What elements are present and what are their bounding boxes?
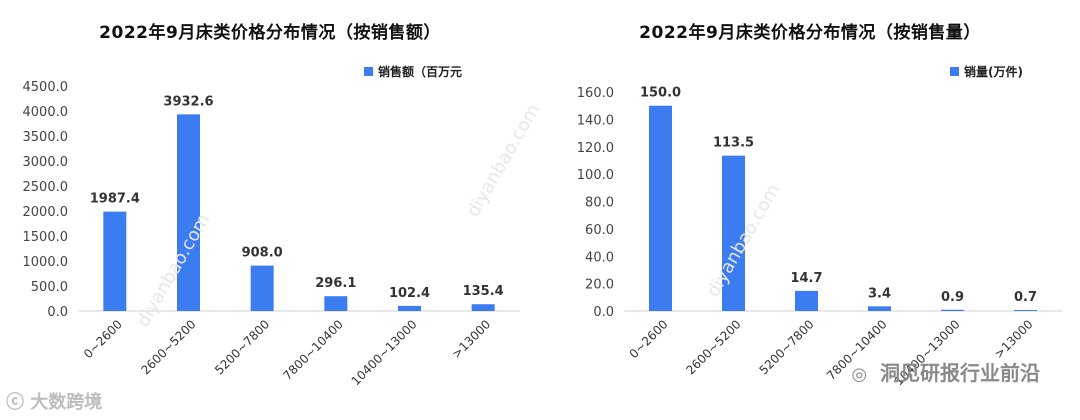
bar-5200~7800: [250, 265, 274, 311]
bar-7800~10400: [324, 296, 348, 311]
data-label: 135.4: [463, 284, 504, 299]
data-label: 102.4: [389, 286, 430, 301]
data-label: 14.7: [790, 271, 822, 286]
data-label: 908.0: [242, 246, 283, 261]
wechat-icon: ◎: [851, 364, 868, 385]
y-tick-label: 100.0: [577, 168, 614, 183]
data-label: 113.5: [713, 136, 754, 151]
y-tick-label: 3000.0: [23, 155, 69, 170]
x-tick-label: 2600~5200: [683, 317, 743, 377]
bar-7800~10400: [868, 306, 891, 311]
y-tick-label: 2000.0: [23, 205, 69, 220]
bar-0~2600: [103, 211, 127, 311]
x-tick-label: 0~2600: [81, 317, 125, 361]
bar->13000: [1014, 310, 1037, 311]
chart-title: 2022年9月床类价格分布情况（按销售量）: [639, 23, 981, 43]
y-tick-label: 0.0: [593, 305, 614, 320]
footer-brand-left: ⓒ 大数跨境: [6, 388, 102, 414]
data-label: 150.0: [640, 86, 681, 101]
y-tick-label: 2500.0: [23, 180, 69, 195]
bar-chart-sales-amount: 0.0 500.0 1000.0 1500.0 2000.0 2500.0 3000.0 35…: [23, 64, 520, 388]
x-tick-label: 2600~5200: [138, 317, 198, 377]
y-tick-label: 4500.0: [23, 80, 69, 95]
y-tick-label: 4000.0: [23, 105, 69, 120]
x-tick-label: >13000: [992, 317, 1036, 361]
data-label: 0.9: [941, 290, 964, 305]
bar-10400~13000: [941, 309, 964, 311]
bar-chart-sales-volume: 0.0 20.0 40.0 60.0 80.0 100.0 120.0 140.0 160.0 1…: [577, 64, 1062, 388]
legend-swatch: [364, 67, 373, 76]
y-tick-label: 20.0: [585, 278, 614, 293]
data-label: 1987.4: [90, 192, 140, 207]
y-tick-label: 3500.0: [23, 130, 69, 145]
bar-2600~5200: [177, 114, 200, 312]
data-label: 296.1: [315, 276, 356, 291]
y-tick-label: 160.0: [577, 86, 614, 101]
chart-panel-sales-volume: 2022年9月床类价格分布情况（按销售量） 0.0 20.0 40.0 60.0 80.…: [540, 0, 1080, 420]
y-tick-label: 1500.0: [23, 230, 69, 245]
x-tick-label: >13000: [449, 317, 493, 361]
x-tick-label: 5200~7800: [756, 317, 816, 377]
brand-logo-icon: ⓒ: [6, 392, 24, 413]
y-tick-label: 40.0: [585, 250, 614, 265]
data-label: 3.4: [868, 286, 891, 301]
footer-brand-right: ◎ 洞见研报行业前沿: [851, 357, 1040, 386]
bar-10400~13000: [398, 305, 421, 311]
y-tick-label: 140.0: [577, 113, 614, 128]
x-tick-label: 10400~13000: [349, 317, 420, 388]
data-label: 0.7: [1014, 290, 1037, 305]
brand-text: 洞见研报行业前沿: [880, 361, 1040, 385]
y-tick-label: 80.0: [585, 196, 614, 211]
data-label: 3932.6: [163, 94, 213, 109]
legend-label: 销量(万件): [964, 64, 1023, 79]
y-tick-label: 500.0: [31, 280, 68, 295]
x-tick-label: 7800~10400: [280, 317, 346, 383]
x-tick-label: 0~2600: [627, 317, 671, 361]
bar-5200~7800: [795, 290, 818, 311]
legend-label: 销售额（百万元: [378, 64, 462, 79]
legend-swatch: [950, 67, 959, 76]
y-tick-label: 120.0: [577, 141, 614, 156]
bar-2600~5200: [722, 155, 745, 311]
bar-0~2600: [649, 105, 672, 311]
y-tick-label: 0.0: [47, 305, 68, 320]
bar->13000: [471, 304, 495, 311]
x-tick-label: 5200~7800: [212, 317, 272, 377]
chart-title: 2022年9月床类价格分布情况（按销售额）: [99, 23, 441, 43]
brand-text: 大数跨境: [30, 392, 103, 413]
chart-panel-sales-amount: 2022年9月床类价格分布情况（按销售额） 0.0 500.0 1000.0 1500…: [23, 23, 520, 388]
y-tick-label: 60.0: [585, 223, 614, 238]
y-tick-label: 1000.0: [23, 255, 69, 270]
